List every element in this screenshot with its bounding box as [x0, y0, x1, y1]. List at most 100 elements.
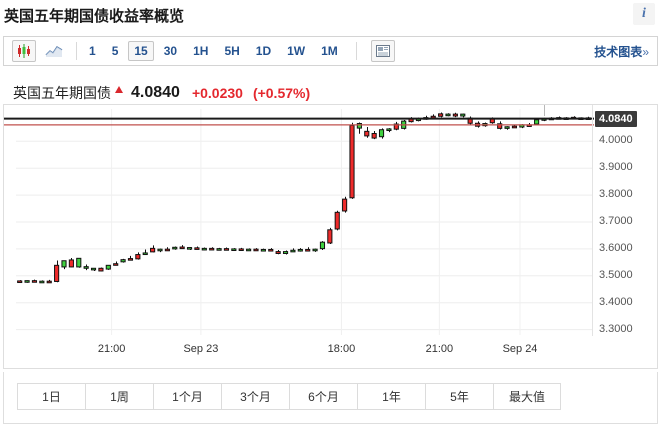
candle-body: [90, 267, 97, 271]
candle-body: [312, 248, 318, 252]
price-change-percent: (+0.57%): [252, 85, 311, 101]
candle-body: [83, 266, 89, 269]
timeframe-5[interactable]: 5: [111, 44, 119, 58]
toolbar-divider-1: [76, 42, 77, 60]
candle-body: [452, 113, 458, 117]
candle-body: [68, 259, 74, 268]
chart-plot-area[interactable]: P: [4, 105, 594, 335]
price-tick-label: 3.9000: [599, 161, 633, 174]
range-1w[interactable]: 1周: [85, 383, 153, 410]
time-tick-label: 18:00: [327, 343, 356, 355]
candle-body: [260, 248, 266, 252]
info-icon[interactable]: i: [633, 3, 655, 25]
timeframe-1h[interactable]: 1H: [193, 44, 209, 58]
candle-body: [282, 251, 289, 254]
timeframe-1m[interactable]: 1M: [321, 44, 338, 58]
time-tick-label: Sep 23: [183, 343, 219, 355]
line-chart-icon[interactable]: [42, 40, 66, 62]
range-1y[interactable]: 1年: [357, 383, 425, 410]
range-1d[interactable]: 1日: [17, 383, 85, 410]
candle-body: [150, 247, 156, 253]
candle-body: [17, 280, 23, 284]
candle-body: [238, 248, 244, 252]
page-title: 英国五年期国债收益率概览: [4, 8, 185, 25]
dividend-marker-stem: [544, 105, 545, 116]
candle-body: [246, 248, 252, 252]
timeframe-1d[interactable]: 1D: [255, 44, 272, 58]
candle-body: [504, 126, 510, 129]
range-selector-bar: 1日 1周 1个月 3个月 6个月 1年 5年 最大值: [3, 372, 658, 424]
quote-bar: 英国五年期国债 4.0840 +0.0230 (+0.57%): [3, 78, 658, 108]
candle-body: [31, 280, 38, 283]
candle-body: [386, 128, 392, 132]
instrument-name: 英国五年期国债: [13, 85, 111, 101]
price-change: +0.0230: [191, 85, 243, 101]
candle-body: [98, 267, 104, 272]
candle-body: [186, 247, 193, 250]
candle-body: [24, 280, 30, 283]
time-tick-label: 21:00: [97, 343, 126, 355]
candle-body: [216, 248, 222, 251]
candle-body: [61, 260, 67, 268]
candle-body: [460, 113, 466, 117]
price-tick-label: 3.7000: [599, 215, 633, 227]
technical-chart-link-label: 技术图表: [594, 45, 643, 59]
candle-body: [76, 257, 82, 268]
price-tick-label: 4.0000: [599, 134, 633, 147]
price-chart[interactable]: P 4.0000 3.9000 3.8000 3.7000 3.6000 3.5000 3.…: [3, 104, 658, 369]
candle-body: [378, 129, 385, 138]
price-tick-label: 3.5000: [599, 268, 633, 281]
news-article-icon[interactable]: [370, 40, 395, 62]
candle-body: [46, 280, 52, 284]
price-tick-label: 3.6000: [599, 241, 633, 254]
range-1mo[interactable]: 1个月: [153, 383, 221, 410]
candle-body: [231, 248, 237, 252]
range-6mo[interactable]: 6个月: [289, 383, 357, 410]
candle-body: [534, 119, 540, 125]
line-chart-glyph: [45, 46, 63, 57]
timeframe-1[interactable]: 1: [89, 44, 96, 58]
time-tick-label: 21:00: [425, 343, 454, 355]
candlestick-glyph: [18, 44, 30, 58]
candle-body: [371, 132, 377, 139]
price-axis: 4.0000 3.9000 3.8000 3.7000 3.6000 3.5000 3.40…: [593, 105, 657, 368]
candle-body: [135, 254, 141, 260]
candle-body: [120, 259, 126, 263]
candlestick-series: [4, 109, 594, 335]
candle-body: [275, 251, 281, 254]
page-header: 英国五年期国债收益率概览 i: [0, 0, 661, 33]
price-tick-label: 3.3000: [599, 322, 633, 335]
candle-body: [364, 130, 370, 137]
candlestick-icon[interactable]: [12, 40, 36, 62]
candle-body: [194, 247, 200, 250]
range-button-group: 1日 1周 1个月 3个月 6个月 1年 5年 最大值: [17, 383, 561, 410]
timeframe-15[interactable]: 15: [128, 41, 154, 61]
candle-body: [438, 113, 444, 117]
technical-chart-link[interactable]: 技术图表»: [594, 43, 649, 60]
candle-body: [445, 113, 451, 117]
candle-body: [179, 246, 185, 250]
candle-body: [342, 198, 348, 212]
timeframe-list: 1 5 15 30 1H 5H 1D 1W 1M: [81, 41, 346, 61]
timeframe-5h[interactable]: 5H: [224, 44, 240, 58]
candle-body: [305, 248, 311, 252]
timeframe-30[interactable]: 30: [163, 44, 178, 58]
candle-body: [356, 123, 362, 129]
candle-body: [334, 211, 340, 230]
candle-body: [497, 123, 503, 129]
last-price: 4.0840: [131, 84, 180, 101]
price-tick-label: 3.8000: [599, 188, 633, 201]
timeframe-1w[interactable]: 1W: [287, 44, 306, 58]
range-5y[interactable]: 5年: [425, 383, 493, 410]
candle-body: [157, 248, 163, 252]
candle-body: [172, 246, 178, 250]
candle-body: [253, 248, 259, 252]
toolbar-divider-2: [355, 42, 357, 60]
candle-body: [297, 248, 303, 252]
candle-body: [223, 248, 230, 251]
candle-body: [349, 124, 355, 199]
range-3mo[interactable]: 3个月: [221, 383, 289, 410]
price-tick-label: 3.4000: [599, 295, 633, 308]
range-max[interactable]: 最大值: [493, 383, 561, 410]
